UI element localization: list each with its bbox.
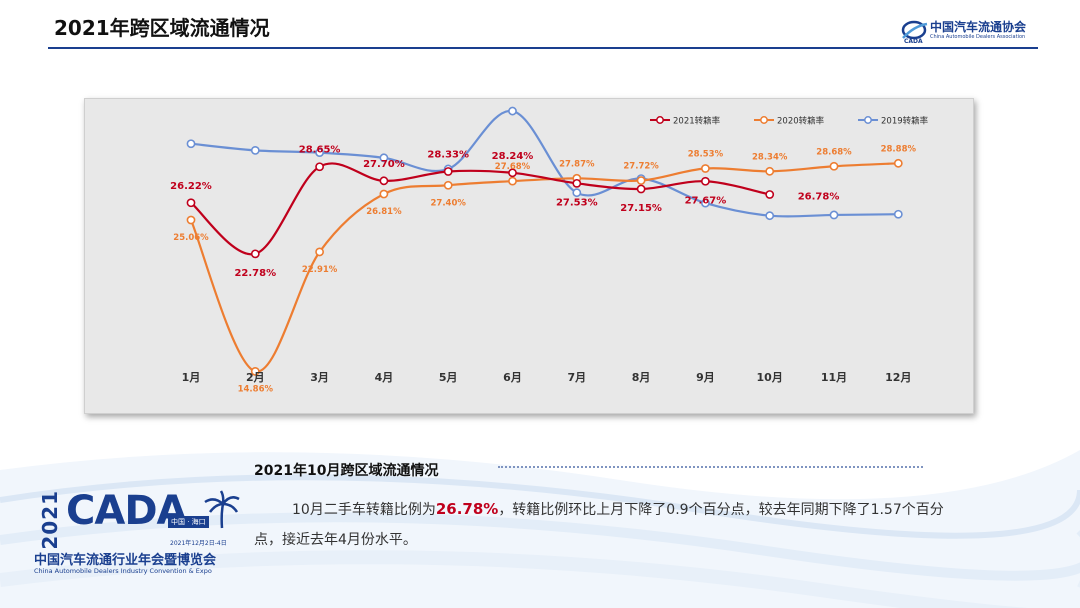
- data-label: 27.87%: [559, 159, 595, 169]
- page-title: 2021年跨区域流通情况: [54, 16, 270, 40]
- legend-label: 2019转籍率: [881, 116, 929, 127]
- transfer-rate-chart: 26.22% 22.78% 28.65% 27.70% 28.33% 28.24% 27.5…: [84, 98, 974, 414]
- legend-marker: [864, 116, 872, 124]
- data-label: 22.91%: [302, 265, 338, 275]
- data-point: [250, 366, 260, 376]
- cada-year: 2021: [38, 490, 62, 550]
- logo-name-cn: 中国汽车流通协会: [930, 20, 1027, 34]
- data-point: [186, 215, 196, 225]
- x-tick-label: 11月: [821, 371, 847, 384]
- data-point: [765, 190, 775, 199]
- emblem-lettering: CADA: [904, 38, 923, 45]
- data-label: 26.22%: [170, 181, 212, 192]
- data-point: [636, 176, 646, 185]
- data-label: 14.86%: [238, 384, 274, 394]
- summary-text-pre: 10月二手车转籍比例为: [292, 502, 436, 518]
- data-point: [893, 209, 903, 219]
- x-tick-label: 7月: [567, 371, 586, 384]
- legend-marker: [656, 116, 664, 124]
- background-wave: [0, 450, 1080, 608]
- cada-location: 中国 · 海口: [168, 516, 209, 528]
- x-tick-label: 5月: [439, 371, 458, 384]
- data-point: [701, 164, 710, 173]
- data-label: 28.33%: [427, 149, 469, 160]
- data-label: 27.40%: [430, 198, 466, 208]
- data-point: [508, 168, 517, 178]
- data-label: 22.78%: [234, 268, 276, 279]
- data-label: 27.68%: [495, 162, 531, 172]
- data-point: [636, 184, 646, 194]
- data-label: 28.68%: [816, 147, 852, 157]
- section-divider: [498, 466, 923, 468]
- data-label: 28.53%: [688, 150, 724, 160]
- data-point: [508, 106, 517, 116]
- data-point: [315, 148, 324, 158]
- legend-label: 2021转籍率: [673, 116, 721, 127]
- data-point: [765, 166, 775, 176]
- data-label: 26.81%: [366, 207, 402, 217]
- data-label: 27.53%: [556, 197, 598, 208]
- cada-dates: 2021年12月2日-4日: [170, 540, 227, 547]
- x-tick-label: 9月: [696, 371, 715, 384]
- series-line-2: [190, 109, 899, 218]
- x-tick-label: 4月: [375, 371, 394, 384]
- data-point: [186, 198, 196, 208]
- title-divider: [48, 47, 1038, 49]
- data-point: [572, 178, 582, 188]
- data-label: 27.72%: [623, 162, 659, 172]
- data-label: 27.70%: [363, 159, 405, 170]
- data-label: 26.78%: [798, 191, 840, 202]
- data-point: [443, 180, 453, 190]
- series-line-0: [190, 162, 770, 256]
- summary-text-post: ，转籍比例环比上月下降了0.9个百分点，较去年同期下降了1.57个百分点，接近去…: [254, 502, 944, 548]
- data-point: [186, 139, 196, 149]
- data-point: [765, 211, 775, 221]
- data-label: 28.88%: [881, 144, 917, 154]
- data-point: [893, 158, 903, 168]
- data-point: [829, 210, 839, 220]
- x-tick-label: 10月: [757, 371, 783, 384]
- x-tick-label: 12月: [885, 371, 911, 384]
- association-emblem-icon: CADA: [901, 20, 928, 45]
- data-point: [829, 161, 839, 171]
- data-point: [250, 145, 260, 155]
- data-point: [443, 167, 453, 176]
- chart-canvas: 26.22% 22.78% 28.65% 27.70% 28.33% 28.24% 27.5…: [170, 106, 929, 394]
- data-point: [250, 249, 260, 259]
- data-label: 28.24%: [492, 151, 534, 162]
- data-label: 28.34%: [752, 152, 788, 162]
- legend-label: 2020转籍率: [777, 116, 825, 127]
- data-point: [379, 176, 389, 186]
- data-point: [701, 198, 710, 208]
- legend-marker: [760, 116, 768, 124]
- data-point: [572, 188, 582, 198]
- data-point: [315, 247, 324, 257]
- data-point: [379, 153, 389, 163]
- x-tick-label: 6月: [503, 371, 522, 384]
- summary-highlight-value: 26.78%: [435, 500, 499, 518]
- logo-name-en: China Automobile Dealers Association: [930, 34, 1026, 40]
- cada-wordmark: CADA: [66, 488, 187, 534]
- data-label: 28.65%: [299, 145, 341, 156]
- data-point: [379, 189, 389, 199]
- data-label: 27.67%: [685, 195, 727, 206]
- data-point: [701, 176, 710, 186]
- data-label: 25.06%: [173, 233, 209, 243]
- cada-name-cn: 中国汽车流通行业年会暨博览会: [34, 553, 217, 568]
- x-tick-label: 2月: [246, 371, 265, 384]
- x-tick-label: 3月: [310, 371, 329, 384]
- x-tick-label: 1月: [182, 371, 201, 384]
- summary-paragraph: 10月二手车转籍比例为26.78%，转籍比例环比上月下降了0.9个百分点，较去年…: [254, 494, 954, 555]
- x-tick-label: 8月: [632, 371, 651, 384]
- section-heading: 2021年10月跨区域流通情况: [254, 463, 439, 479]
- association-logo: CADA 中国汽车流通协会 China Automobile Dealers A…: [900, 16, 1040, 46]
- data-point: [508, 176, 517, 186]
- data-label: 27.15%: [620, 203, 662, 214]
- data-point: [315, 162, 324, 172]
- palm-tree-icon: [204, 490, 240, 529]
- cada-event-logo: 2021 CADA 中国 · 海口 2021年12月2日-4日 中国汽车流通行业…: [30, 488, 240, 578]
- cada-name-en: China Automobile Dealers Industry Conven…: [34, 567, 212, 575]
